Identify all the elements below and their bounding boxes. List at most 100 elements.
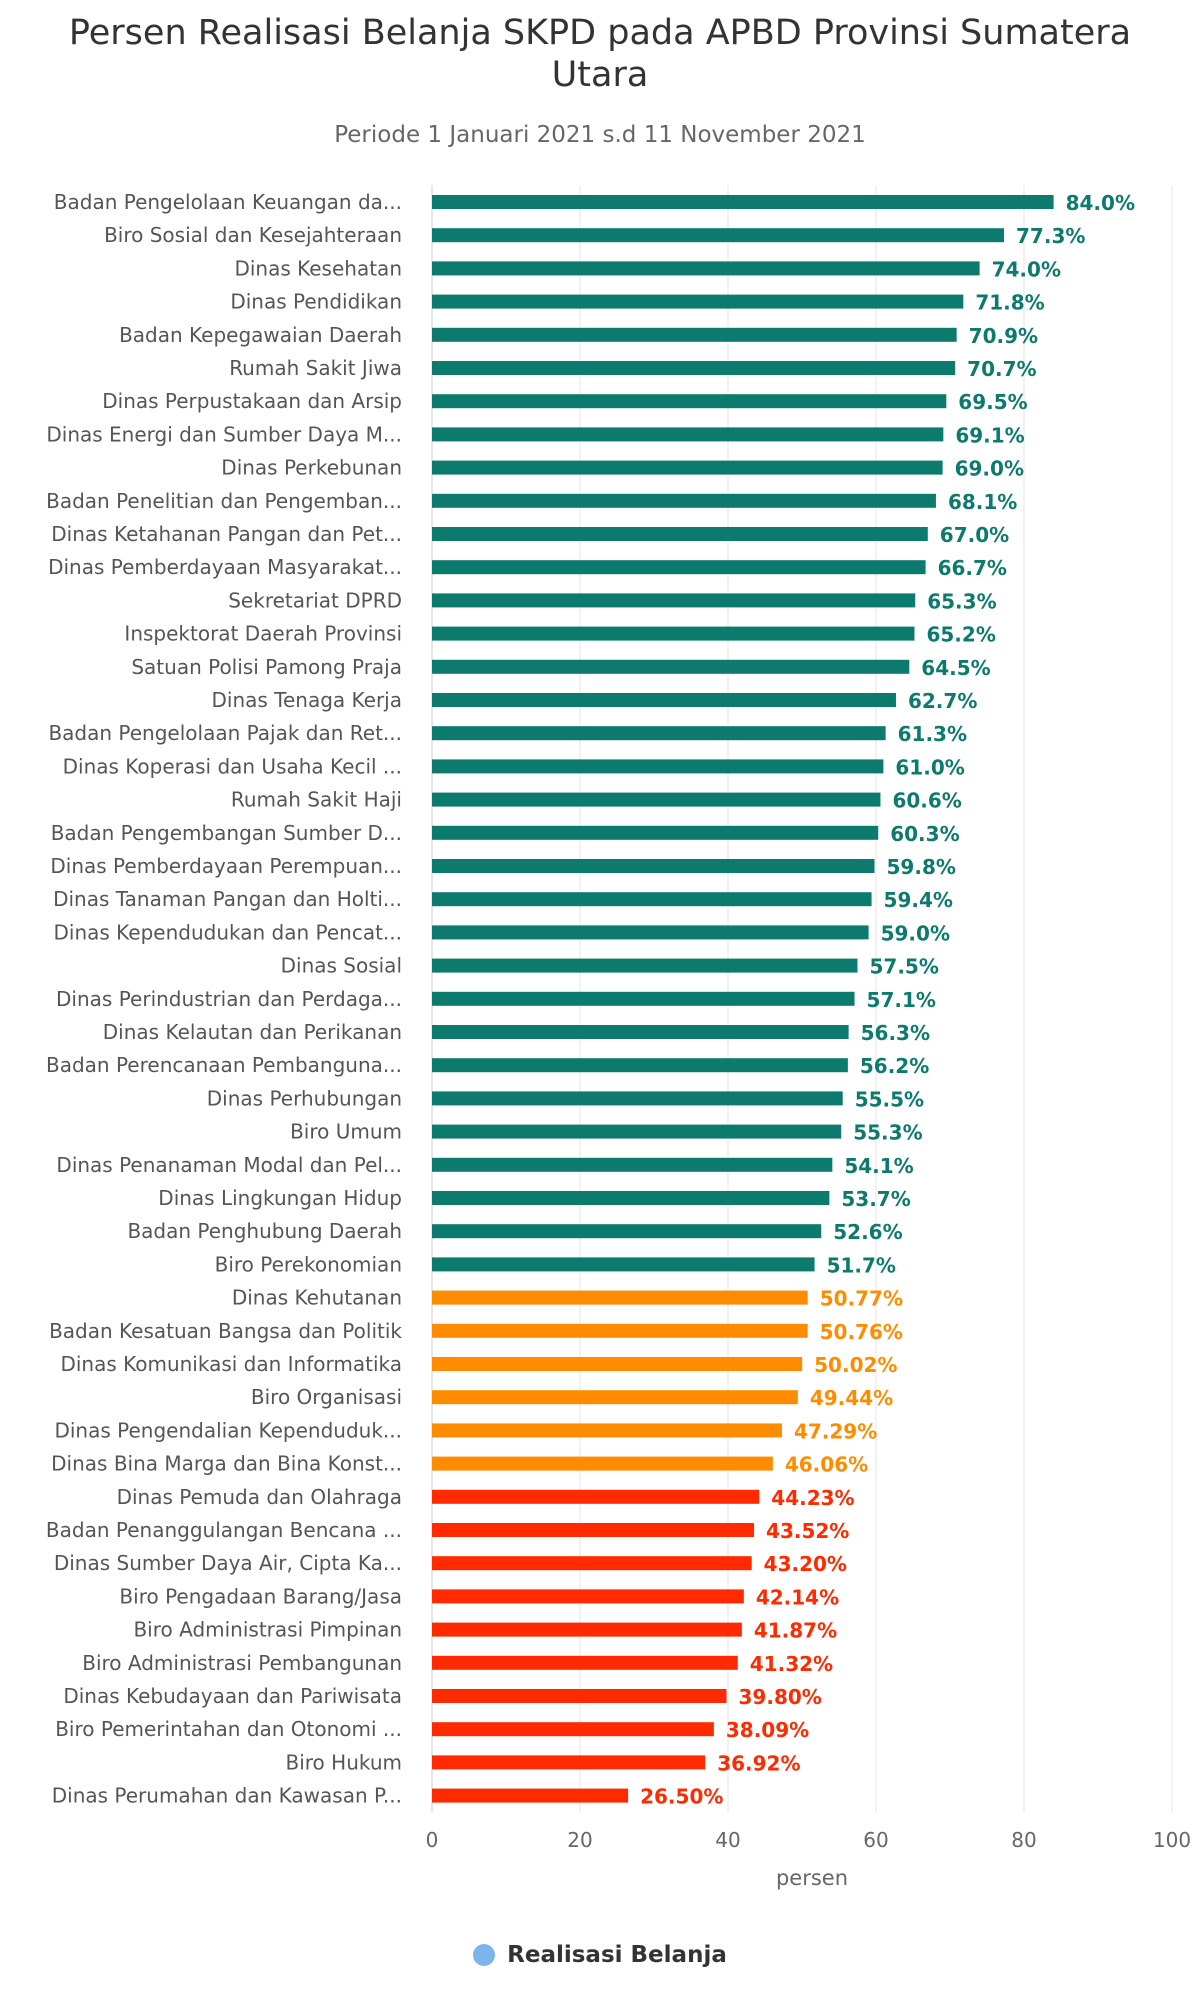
bar bbox=[432, 327, 957, 342]
data-label: 38.09% bbox=[726, 1718, 809, 1742]
data-label: 61.3% bbox=[898, 722, 967, 746]
category-label: Dinas Pemuda dan Olahraga bbox=[117, 1485, 402, 1509]
data-label: 39.80% bbox=[739, 1685, 822, 1709]
data-label: 50.76% bbox=[820, 1320, 903, 1344]
x-axis-title: persen bbox=[776, 1866, 848, 1890]
bar bbox=[432, 1755, 706, 1770]
category-label: Dinas Kehutanan bbox=[232, 1286, 402, 1310]
bar bbox=[432, 1191, 830, 1205]
data-label: 49.44% bbox=[810, 1386, 893, 1410]
category-label: Dinas Bina Marga dan Bina Konst... bbox=[51, 1452, 402, 1476]
data-label: 64.5% bbox=[921, 656, 990, 680]
bar bbox=[432, 1589, 744, 1604]
bar bbox=[432, 1124, 842, 1139]
chart-subtitle: Periode 1 Januari 2021 s.d 11 November 2… bbox=[334, 122, 866, 148]
bar bbox=[432, 1456, 773, 1471]
chart-title: Persen Realisasi Belanja SKPD pada APBD … bbox=[68, 13, 1132, 95]
category-label: Badan Penghubung Daerah bbox=[127, 1219, 402, 1243]
bar bbox=[432, 1689, 727, 1703]
data-label: 55.3% bbox=[853, 1121, 922, 1145]
category-label: Biro Pemerintahan dan Otonomi ... bbox=[55, 1717, 402, 1741]
category-label: Biro Umum bbox=[290, 1120, 402, 1144]
bar bbox=[432, 460, 943, 475]
data-label: 53.7% bbox=[841, 1187, 910, 1211]
bar bbox=[432, 925, 869, 940]
data-label: 62.7% bbox=[908, 689, 977, 713]
category-label: Dinas Kelautan dan Perikanan bbox=[103, 1020, 402, 1044]
data-label: 70.9% bbox=[969, 324, 1038, 348]
bar bbox=[432, 1489, 760, 1504]
bar bbox=[432, 1058, 848, 1073]
category-label: Sekretariat DPRD bbox=[228, 588, 402, 612]
data-label: 59.8% bbox=[887, 855, 956, 879]
category-label: Inspektorat Daerah Provinsi bbox=[124, 622, 402, 646]
data-label: 46.06% bbox=[785, 1453, 868, 1477]
category-label: Dinas Perhubungan bbox=[207, 1086, 402, 1110]
category-label: Dinas Pengendalian Kependuduk... bbox=[54, 1418, 402, 1442]
x-tick-label: 60 bbox=[863, 1828, 888, 1852]
category-label: Biro Administrasi Pembangunan bbox=[82, 1651, 402, 1675]
bar bbox=[432, 427, 944, 442]
data-label: 68.1% bbox=[948, 490, 1017, 514]
data-label: 26.50% bbox=[640, 1785, 723, 1809]
bar bbox=[432, 294, 964, 309]
category-label: Satuan Polisi Pamong Praja bbox=[131, 655, 402, 679]
data-label: 57.1% bbox=[867, 988, 936, 1012]
category-label: Biro Pengadaan Barang/Jasa bbox=[119, 1584, 402, 1608]
x-tick-label: 20 bbox=[567, 1828, 592, 1852]
bar bbox=[432, 792, 881, 807]
x-tick-label: 100 bbox=[1153, 1828, 1191, 1852]
bar bbox=[432, 361, 956, 375]
data-label: 60.6% bbox=[892, 789, 961, 813]
bar bbox=[432, 1423, 782, 1438]
data-label: 41.87% bbox=[754, 1619, 837, 1643]
category-label: Dinas Tanaman Pangan dan Holti... bbox=[53, 887, 402, 911]
data-label: 41.32% bbox=[750, 1652, 833, 1676]
data-label: 77.3% bbox=[1016, 224, 1085, 248]
data-label: 36.92% bbox=[717, 1751, 800, 1775]
category-label: Badan Pengelolaan Keuangan da... bbox=[54, 190, 402, 214]
category-label: Dinas Pendidikan bbox=[230, 290, 402, 314]
category-label: Dinas Sumber Daya Air, Cipta Ka... bbox=[54, 1551, 402, 1575]
bar bbox=[432, 1788, 629, 1803]
bar bbox=[432, 261, 980, 276]
category-label: Dinas Kependudukan dan Pencat... bbox=[53, 920, 402, 944]
data-label: 54.1% bbox=[844, 1154, 913, 1178]
data-label: 61.0% bbox=[895, 755, 964, 779]
legend-label: Realisasi Belanja bbox=[507, 1942, 727, 1968]
category-label: Badan Perencanaan Pembanguna... bbox=[46, 1053, 402, 1077]
legend-item[interactable]: Realisasi Belanja bbox=[473, 1942, 727, 1968]
data-label: 69.1% bbox=[955, 423, 1024, 447]
data-label: 59.4% bbox=[884, 888, 953, 912]
legend: Realisasi Belanja bbox=[0, 1942, 1200, 1970]
bar bbox=[432, 1357, 803, 1371]
bar bbox=[432, 726, 886, 741]
data-label: 57.5% bbox=[870, 955, 939, 979]
category-label: Dinas Perindustrian dan Perdaga... bbox=[56, 987, 402, 1011]
data-label: 67.0% bbox=[940, 523, 1009, 547]
bar bbox=[432, 493, 936, 508]
data-label: 43.52% bbox=[766, 1519, 849, 1543]
bar bbox=[432, 1157, 833, 1172]
bar bbox=[432, 527, 928, 541]
data-label: 51.7% bbox=[827, 1253, 896, 1277]
category-label: Badan Pengelolaan Pajak dan Ret... bbox=[48, 721, 402, 745]
bar bbox=[432, 859, 875, 873]
data-label: 50.77% bbox=[820, 1287, 903, 1311]
category-label: Biro Sosial dan Kesejahteraan bbox=[104, 223, 402, 247]
data-label: 65.2% bbox=[926, 623, 995, 647]
data-label: 56.2% bbox=[860, 1054, 929, 1078]
bar bbox=[432, 560, 926, 575]
bar bbox=[432, 759, 884, 774]
x-tick-label: 80 bbox=[1011, 1828, 1036, 1852]
data-label: 71.8% bbox=[975, 291, 1044, 315]
bar bbox=[432, 825, 879, 840]
bar bbox=[432, 958, 858, 973]
x-tick-label: 40 bbox=[715, 1828, 740, 1852]
bar bbox=[432, 1290, 808, 1305]
category-label: Dinas Komunikasi dan Informatika bbox=[60, 1352, 402, 1376]
category-label: Dinas Energi dan Sumber Daya M... bbox=[46, 422, 402, 446]
data-label: 43.20% bbox=[764, 1552, 847, 1576]
data-label: 59.0% bbox=[881, 921, 950, 945]
